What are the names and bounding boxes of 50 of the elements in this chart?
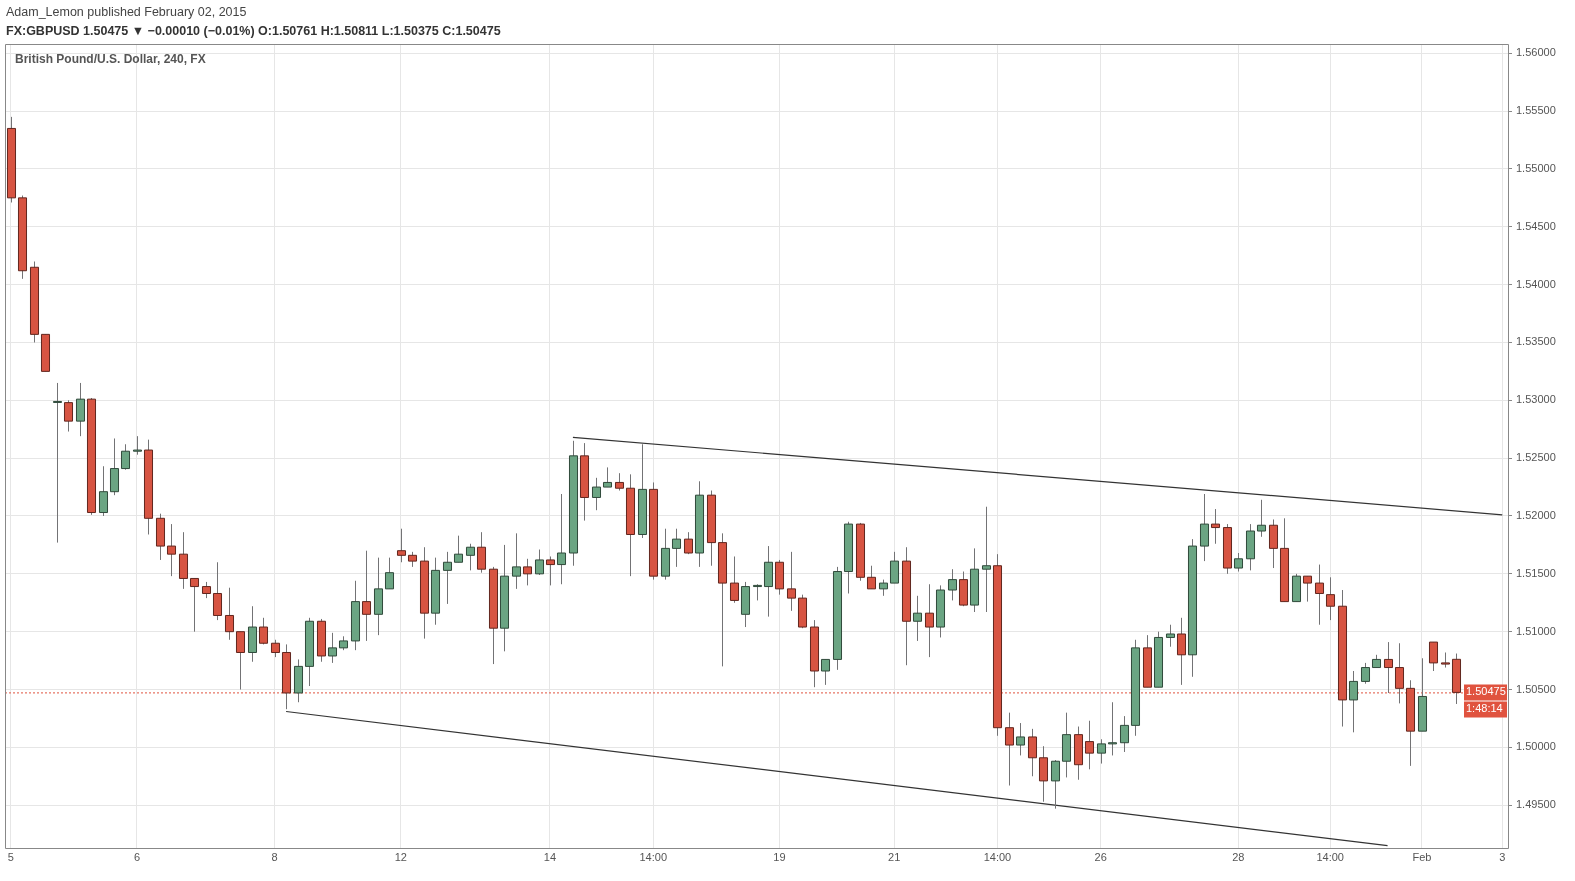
y-tick-label: 1.54000	[1516, 277, 1556, 290]
candlestick	[1325, 576, 1336, 621]
y-tick-label: 1.52000	[1516, 509, 1556, 522]
text: Adam_Lemon published February 02, 2015	[6, 4, 248, 21]
x-tick-label: 19	[773, 850, 786, 863]
x-tick-label: 3	[1499, 850, 1506, 863]
x-tick-label: 5	[7, 850, 14, 863]
ref-line-label: 1.50475	[1466, 685, 1506, 698]
y-tick-label: 1.51000	[1516, 624, 1556, 637]
text: British Pound/U.S. Dollar, 240, FX	[15, 52, 206, 67]
candlestick	[1233, 552, 1244, 573]
candlestick	[786, 551, 797, 612]
candlestick	[1004, 712, 1015, 787]
y-tick-label: 1.54500	[1516, 219, 1556, 232]
candlestick	[947, 568, 958, 601]
annotation: 1:48:14	[1466, 702, 1503, 715]
x-tick-label: 28	[1232, 850, 1245, 863]
x-tick-label: Feb	[1412, 850, 1432, 863]
candlestick	[396, 528, 407, 563]
x-tick-label: 12	[394, 850, 407, 863]
y-tick-label: 1.52500	[1516, 451, 1556, 464]
y-tick-label: 1.51500	[1516, 566, 1556, 579]
candlestick	[361, 550, 372, 642]
y-tick-label: 1.49500	[1516, 798, 1556, 811]
x-tick-label: 14:00	[1316, 850, 1344, 863]
y-tick-label: 1.50000	[1516, 740, 1556, 753]
y-tick-label: 1.53000	[1516, 393, 1556, 406]
y-tick-label: 1.53500	[1516, 335, 1556, 348]
y-tick-label: 1.55500	[1516, 104, 1556, 117]
candlestick	[1096, 738, 1107, 765]
candlestick	[212, 561, 223, 621]
x-tick-label: 14:00	[639, 850, 668, 863]
candlestick	[235, 631, 246, 691]
x-tick-label: 8	[271, 850, 278, 863]
y-tick-label: 1.56000	[1516, 46, 1556, 59]
candlestick	[1015, 722, 1026, 756]
x-tick-label: 6	[133, 850, 141, 863]
candlestick	[1084, 720, 1095, 770]
candlestick	[98, 465, 109, 517]
x-tick-label: 21	[888, 850, 901, 863]
x-tick-label: 26	[1094, 850, 1107, 863]
candlestick	[1360, 662, 1371, 685]
candlestick	[981, 506, 992, 613]
candlestick	[63, 399, 74, 433]
candlestick	[511, 532, 522, 590]
x-tick-label: 14	[543, 850, 557, 863]
x-tick-label: 14:00	[983, 850, 1012, 863]
text: FX:GBPUSD 1.50475 ▼ −0.00010 (−0.01%) O:1.50761 H:1.50811 L:1.50375 C:1.50475	[6, 23, 501, 40]
y-tick-label: 1.50500	[1516, 682, 1556, 695]
y-tick-label: 1.55000	[1516, 161, 1556, 174]
